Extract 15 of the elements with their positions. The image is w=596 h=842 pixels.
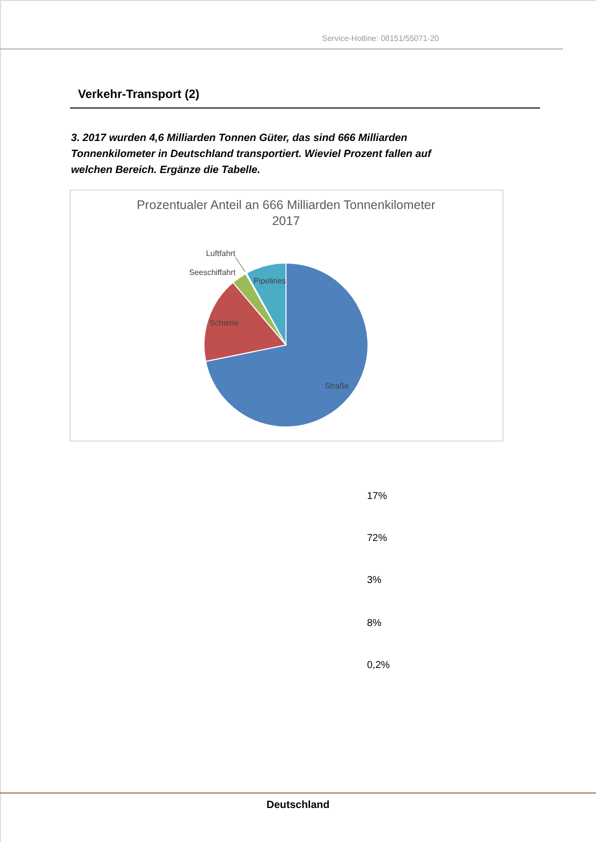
slice-label: Pipelines [253,276,286,286]
chart-title: Prozentualer Anteil an 666 Milliarden Tonnenkilometer 2017 [136,198,436,228]
text: 3% [367,575,382,586]
slice-label: Schiene [210,318,240,328]
slice-label: Seeschiffahrt [189,268,236,277]
slice-label: Luftfahrt [206,249,236,258]
text: Deutschland [266,799,330,811]
text: Service-Hotline: 08151/55071-20 [322,34,440,43]
text: 72% [367,533,388,544]
text: 0,2% [367,660,390,671]
text: Verkehr-Transport (2) [78,87,200,101]
text: 17% [367,491,388,502]
slice-label: Straße [324,381,350,390]
text: 3. 2017 wurden 4,6 Milliarden Tonnen Güter, das sind 666 Milliarden Tonnenkilometer in Deutschland transportiert. Wieviel Prozent fallen auf welchen Bereich. Ergänze die Tabelle. [71,132,433,176]
text: 8% [367,618,382,629]
